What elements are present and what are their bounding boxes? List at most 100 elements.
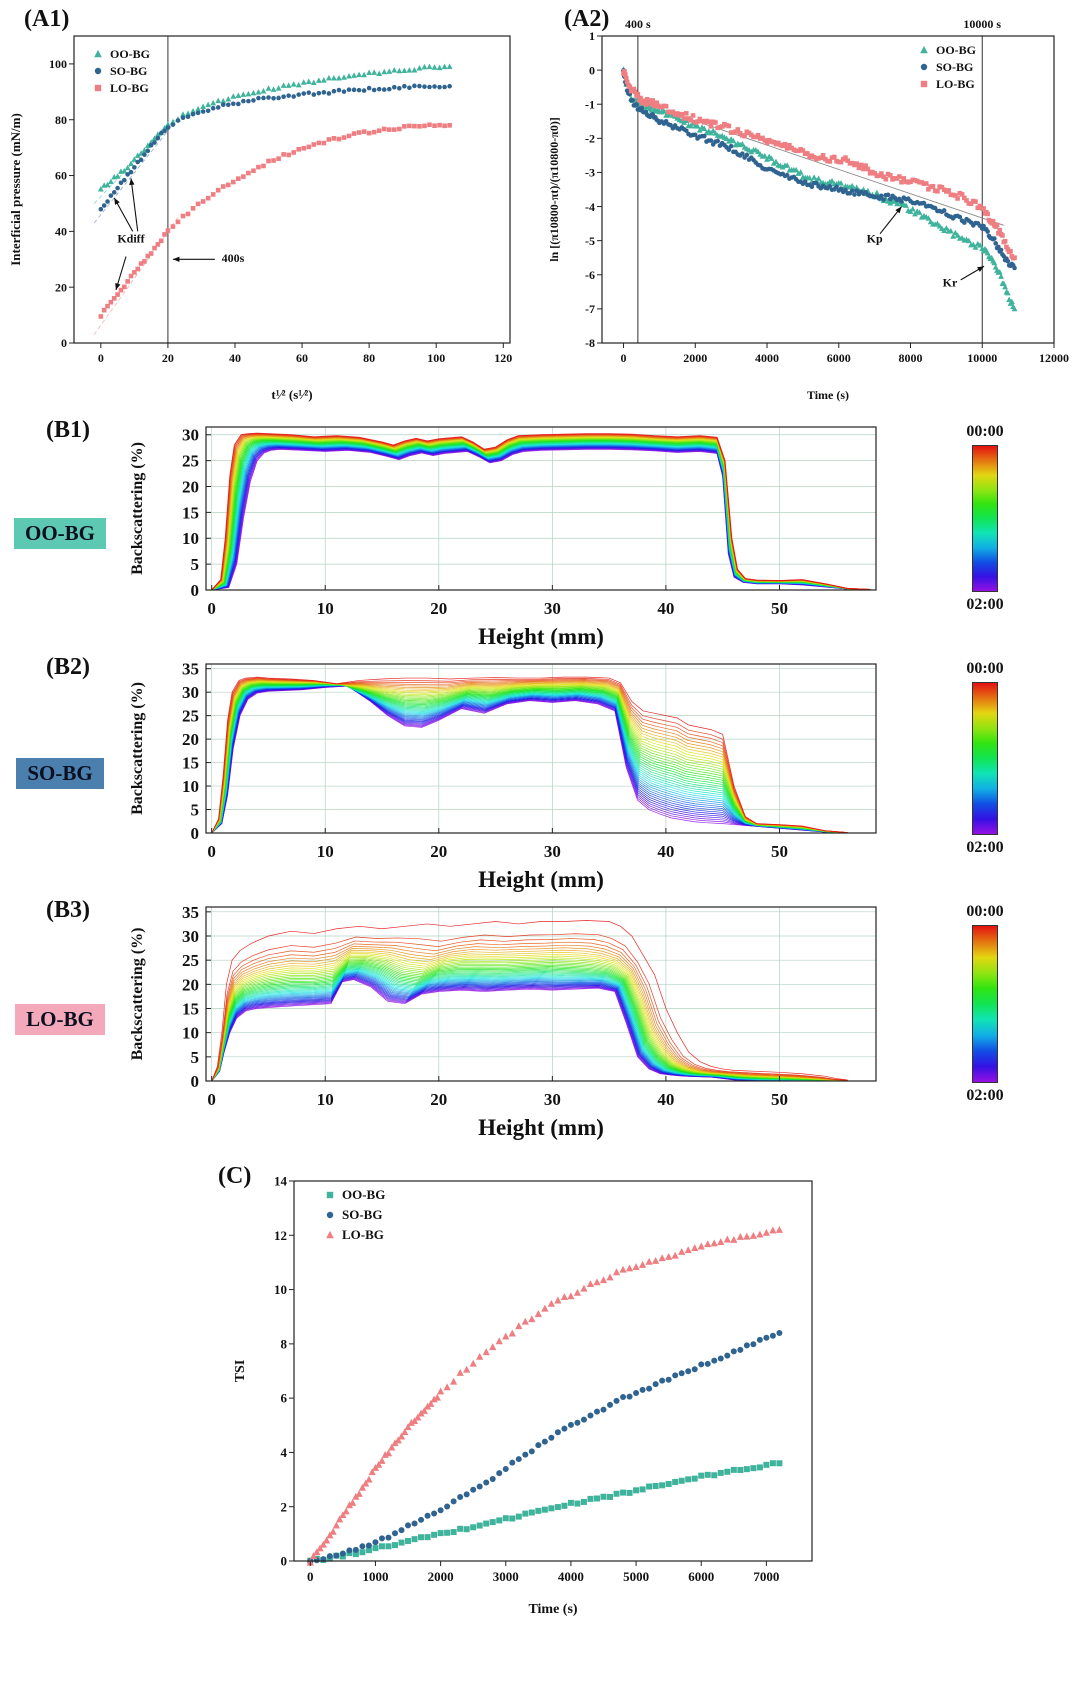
svg-text:Backscattering (%): Backscattering (%) xyxy=(129,442,146,575)
chart-col-b3: 0 10 20 30 40 50 0 5 10 15 20 25 30 35 Height (mm) Back… xyxy=(120,895,890,1143)
colorbar-col-b3: 00:00 02:00 xyxy=(890,895,1080,1143)
svg-text:20: 20 xyxy=(430,599,447,618)
svg-text:400s: 400s xyxy=(222,251,245,265)
svg-text:20: 20 xyxy=(430,842,447,861)
svg-text:40: 40 xyxy=(229,351,241,365)
row-b1: (B1) OO-BG 0 10 20 30 40 50 0 5 10 15 20 25 30 Height… xyxy=(0,415,1080,652)
colorbar-col-b2: 00:00 02:00 xyxy=(890,652,1080,895)
svg-text:8000: 8000 xyxy=(899,351,923,365)
panel-a2: (A2) 0 2000 4000 6000 8000 10000 12000 1 0 -1 -2 -3… xyxy=(540,0,1080,415)
svg-text:30: 30 xyxy=(544,842,561,861)
svg-text:SO-BG: SO-BG xyxy=(342,1207,382,1222)
svg-text:0: 0 xyxy=(191,1072,200,1091)
svg-text:10: 10 xyxy=(182,777,199,796)
svg-text:20: 20 xyxy=(55,280,67,294)
svg-text:-6: -6 xyxy=(585,268,595,282)
svg-text:25: 25 xyxy=(182,452,199,471)
svg-text:0: 0 xyxy=(61,336,67,350)
svg-text:30: 30 xyxy=(544,1090,561,1109)
svg-text:0: 0 xyxy=(207,599,216,618)
row-b3: (B3) LO-BG 0 10 20 30 40 50 0 5 10 15 20 25 30 35 Heig… xyxy=(0,895,1080,1143)
chart-col-b2: 0 10 20 30 40 50 0 5 10 15 20 25 30 35 Height (mm) Back… xyxy=(120,652,890,895)
svg-text:4000: 4000 xyxy=(558,1569,584,1584)
svg-text:SO-BG: SO-BG xyxy=(110,64,147,78)
svg-text:Interficial pressure (mN/m): Interficial pressure (mN/m) xyxy=(8,113,23,266)
svg-text:15: 15 xyxy=(182,503,199,522)
time-colorbar-b3 xyxy=(972,925,998,1083)
svg-text:25: 25 xyxy=(182,707,199,726)
svg-text:-5: -5 xyxy=(585,234,595,248)
svg-text:OO-BG: OO-BG xyxy=(936,43,976,57)
panel-label-b2: (B2) xyxy=(46,654,90,680)
svg-text:2000: 2000 xyxy=(428,1569,454,1584)
svg-text:LO-BG: LO-BG xyxy=(342,1227,384,1242)
panel-a1: (A1) 0 20 40 60 80 100 120 0 20 40 60 80 100 t¹⁄² (s¹… xyxy=(0,0,540,415)
svg-text:5: 5 xyxy=(191,555,200,574)
svg-text:Height (mm): Height (mm) xyxy=(478,624,604,649)
time-colorbar-b1 xyxy=(972,445,998,592)
svg-text:30: 30 xyxy=(182,927,199,946)
svg-text:6000: 6000 xyxy=(688,1569,714,1584)
svg-text:ln [(π10800-πt)/(π10800-π0)]: ln [(π10800-πt)/(π10800-π0)] xyxy=(547,117,561,262)
row-a: (A1) 0 20 40 60 80 100 120 0 20 40 60 80 100 t¹⁄² (s¹… xyxy=(0,0,1080,415)
svg-text:50: 50 xyxy=(771,599,788,618)
svg-text:0: 0 xyxy=(98,351,104,365)
svg-text:0: 0 xyxy=(589,63,595,77)
svg-text:LO-BG: LO-BG xyxy=(936,77,975,91)
svg-text:15: 15 xyxy=(182,754,199,773)
svg-text:50: 50 xyxy=(771,1090,788,1109)
svg-text:30: 30 xyxy=(182,426,199,445)
svg-text:-3: -3 xyxy=(585,166,595,180)
svg-text:50: 50 xyxy=(771,842,788,861)
panel-label-b3: (B3) xyxy=(46,897,90,923)
svg-text:-7: -7 xyxy=(585,302,595,316)
panel-label-c: (C) xyxy=(218,1163,252,1189)
badge-col-b1: OO-BG xyxy=(0,415,120,652)
svg-text:TSI: TSI xyxy=(233,1360,248,1383)
svg-text:10: 10 xyxy=(182,529,199,548)
svg-text:2: 2 xyxy=(281,1499,288,1514)
svg-text:OO-BG: OO-BG xyxy=(342,1187,385,1202)
svg-text:10000: 10000 xyxy=(967,351,997,365)
svg-text:12: 12 xyxy=(274,1228,287,1243)
svg-text:Backscattering (%): Backscattering (%) xyxy=(129,928,146,1061)
svg-text:t¹⁄² (s¹⁄²): t¹⁄² (s¹⁄²) xyxy=(271,387,312,402)
svg-text:-8: -8 xyxy=(585,336,595,350)
svg-text:120: 120 xyxy=(494,351,512,365)
panel-b2-chart: 0 10 20 30 40 50 0 5 10 15 20 25 30 35 Height (mm) Back… xyxy=(129,660,877,892)
svg-text:14: 14 xyxy=(274,1174,288,1189)
svg-text:40: 40 xyxy=(657,1090,674,1109)
svg-text:35: 35 xyxy=(182,660,199,679)
svg-text:20: 20 xyxy=(182,975,199,994)
svg-text:Kr: Kr xyxy=(943,276,958,290)
svg-text:3000: 3000 xyxy=(493,1569,519,1584)
svg-text:5000: 5000 xyxy=(623,1569,649,1584)
svg-text:Height (mm): Height (mm) xyxy=(478,867,604,892)
colorbar-top-label-b2: 00:00 xyxy=(966,660,1004,677)
svg-text:-1: -1 xyxy=(585,97,595,111)
svg-text:0: 0 xyxy=(621,351,627,365)
svg-text:8: 8 xyxy=(281,1336,288,1351)
svg-text:Kp: Kp xyxy=(867,231,883,245)
colorbar-bottom-label-b3: 02:00 xyxy=(966,1087,1004,1104)
svg-text:LO-BG: LO-BG xyxy=(110,81,149,95)
svg-text:100: 100 xyxy=(49,57,67,71)
panel-label-a1: (A1) xyxy=(24,6,70,32)
badge-col-b3: LO-BG xyxy=(0,895,120,1143)
svg-text:400 s: 400 s xyxy=(625,17,651,31)
svg-text:60: 60 xyxy=(296,351,308,365)
svg-text:4: 4 xyxy=(281,1445,288,1460)
svg-text:40: 40 xyxy=(657,599,674,618)
svg-text:20: 20 xyxy=(162,351,174,365)
svg-text:15: 15 xyxy=(182,999,199,1018)
panel-a2-chart: 0 2000 4000 6000 8000 10000 12000 1 0 -1 -2 -3 -4 -5 -… xyxy=(547,17,1069,402)
svg-text:40: 40 xyxy=(55,225,67,239)
row-b2: (B2) SO-BG 0 10 20 30 40 50 0 5 10 15 20 25 30 35 Heig… xyxy=(0,652,1080,895)
series-badge-lo-bg: LO-BG xyxy=(15,1003,105,1035)
svg-text:60: 60 xyxy=(55,169,67,183)
svg-text:30: 30 xyxy=(182,683,199,702)
colorbar-top-label-b1: 00:00 xyxy=(966,423,1004,440)
colorbar-top-label-b3: 00:00 xyxy=(966,903,1004,920)
svg-text:0: 0 xyxy=(191,581,200,600)
svg-text:SO-BG: SO-BG xyxy=(936,60,973,74)
